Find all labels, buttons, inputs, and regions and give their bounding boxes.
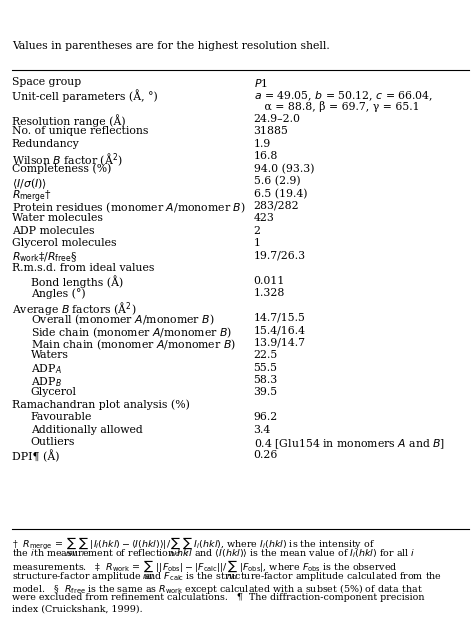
Text: Protein residues (monomer $A$/monomer $B$): Protein residues (monomer $A$/monomer $B…	[12, 201, 246, 215]
Text: 5.6 (2.9): 5.6 (2.9)	[254, 176, 300, 187]
Text: Outliers: Outliers	[31, 437, 75, 447]
Text: Waters: Waters	[31, 350, 69, 360]
Text: Main chain (monomer $A$/monomer $B$): Main chain (monomer $A$/monomer $B$)	[31, 338, 236, 352]
Text: were excluded from refinement calculations.   ¶  The diffraction-component preci: were excluded from refinement calculatio…	[12, 593, 424, 602]
Text: the $i$th measurement of reflection $hkl$ and $\langle I(hkl)\rangle$ is the mea: the $i$th measurement of reflection $hkl…	[12, 546, 415, 559]
Text: structure-factor amplitude and $F_\mathrm{calc}$ is the structure-factor amplitu: structure-factor amplitude and $F_\mathr…	[12, 570, 442, 583]
Text: 14.7/15.5: 14.7/15.5	[254, 313, 305, 323]
Text: ADP molecules: ADP molecules	[12, 226, 94, 236]
Text: Glycerol: Glycerol	[31, 387, 77, 398]
Text: R.m.s.d. from ideal values: R.m.s.d. from ideal values	[12, 263, 154, 273]
Text: 13.9/14.7: 13.9/14.7	[254, 338, 306, 348]
Text: Resolution range (Å): Resolution range (Å)	[12, 114, 126, 127]
Text: ⟨$I$/$\sigma$($I$)⟩: ⟨$I$/$\sigma$($I$)⟩	[12, 176, 47, 191]
Text: 2: 2	[254, 226, 261, 236]
Text: No. of unique reflections: No. of unique reflections	[12, 126, 148, 136]
Text: 423: 423	[254, 214, 274, 224]
Text: index (Cruickshank, 1999).: index (Cruickshank, 1999).	[12, 605, 143, 614]
Text: 22.5: 22.5	[254, 350, 278, 360]
Text: Bond lengths (Å): Bond lengths (Å)	[31, 276, 123, 288]
Text: Ramachandran plot analysis (%): Ramachandran plot analysis (%)	[12, 400, 190, 411]
Text: 0.011: 0.011	[254, 276, 285, 286]
Text: 16.8: 16.8	[254, 151, 278, 161]
Text: 0.26: 0.26	[254, 450, 278, 460]
Text: Favourable: Favourable	[31, 413, 92, 423]
Text: Angles (°): Angles (°)	[31, 288, 85, 299]
Text: Glycerol molecules: Glycerol molecules	[12, 238, 116, 248]
Text: †  $R_\mathrm{merge}$ = $\sum_{hkl}$ $\sum_i$ $|I_i(hkl) - \langle I(hkl)\rangle: † $R_\mathrm{merge}$ = $\sum_{hkl}$ $\su…	[12, 535, 375, 559]
Text: 31885: 31885	[254, 126, 289, 136]
Text: ADP$_B$: ADP$_B$	[31, 375, 62, 389]
Text: DPI¶ (Å): DPI¶ (Å)	[12, 450, 59, 462]
Text: Water molecules: Water molecules	[12, 214, 103, 224]
Text: measurements.   ‡  $R_\mathrm{work}$ = $\sum_{hkl}$ $||F_\mathrm{obs}| - |F_\mat: measurements. ‡ $R_\mathrm{work}$ = $\su…	[12, 558, 398, 582]
Text: 1.328: 1.328	[254, 288, 285, 298]
Text: 15.4/16.4: 15.4/16.4	[254, 325, 306, 335]
Text: $R_\mathrm{merge}$†: $R_\mathrm{merge}$†	[12, 188, 52, 205]
Text: Space group: Space group	[12, 77, 81, 87]
Text: model.   §  $R_\mathrm{free}$ is the same as $R_\mathrm{work}$ except calculated: model. § $R_\mathrm{free}$ is the same a…	[12, 582, 423, 595]
Text: Completeness (%): Completeness (%)	[12, 164, 111, 174]
Text: 94.0 (93.3): 94.0 (93.3)	[254, 164, 314, 174]
Text: 3.4: 3.4	[254, 425, 271, 435]
Text: $P$1: $P$1	[254, 77, 267, 89]
Text: Redundancy: Redundancy	[12, 139, 80, 149]
Text: Overall (monomer $A$/monomer $B$): Overall (monomer $A$/monomer $B$)	[31, 313, 214, 327]
Text: 55.5: 55.5	[254, 362, 278, 372]
Text: ADP$_A$: ADP$_A$	[31, 362, 62, 376]
Text: α = 88.8, β = 69.7, γ = 65.1: α = 88.8, β = 69.7, γ = 65.1	[254, 102, 419, 112]
Text: 19.7/26.3: 19.7/26.3	[254, 251, 306, 261]
Text: 1.9: 1.9	[254, 139, 271, 149]
Text: 96.2: 96.2	[254, 413, 278, 423]
Text: Average $B$ factors (Å$^2$): Average $B$ factors (Å$^2$)	[12, 300, 137, 318]
Text: 0.4 [Glu154 in monomers $A$ and $B$]: 0.4 [Glu154 in monomers $A$ and $B$]	[254, 437, 445, 451]
Text: 283/282: 283/282	[254, 201, 299, 211]
Text: Side chain (monomer $A$/monomer $B$): Side chain (monomer $A$/monomer $B$)	[31, 325, 232, 340]
Text: 58.3: 58.3	[254, 375, 278, 385]
Text: Additionally allowed: Additionally allowed	[31, 425, 143, 435]
Text: 39.5: 39.5	[254, 387, 278, 398]
Text: $a$ = 49.05, $b$ = 50.12, $c$ = 66.04,: $a$ = 49.05, $b$ = 50.12, $c$ = 66.04,	[254, 89, 433, 102]
Text: 6.5 (19.4): 6.5 (19.4)	[254, 188, 307, 199]
Text: 1: 1	[254, 238, 261, 248]
Text: $R_\mathrm{work}$‡/$R_\mathrm{free}$§: $R_\mathrm{work}$‡/$R_\mathrm{free}$§	[12, 251, 77, 264]
Text: Wilson $B$ factor (Å$^2$): Wilson $B$ factor (Å$^2$)	[12, 151, 122, 168]
Text: Values in parentheses are for the highest resolution shell.: Values in parentheses are for the highes…	[12, 41, 329, 51]
Text: 24.9–2.0: 24.9–2.0	[254, 114, 301, 124]
Text: Unit-cell parameters (Å, °): Unit-cell parameters (Å, °)	[12, 89, 157, 102]
